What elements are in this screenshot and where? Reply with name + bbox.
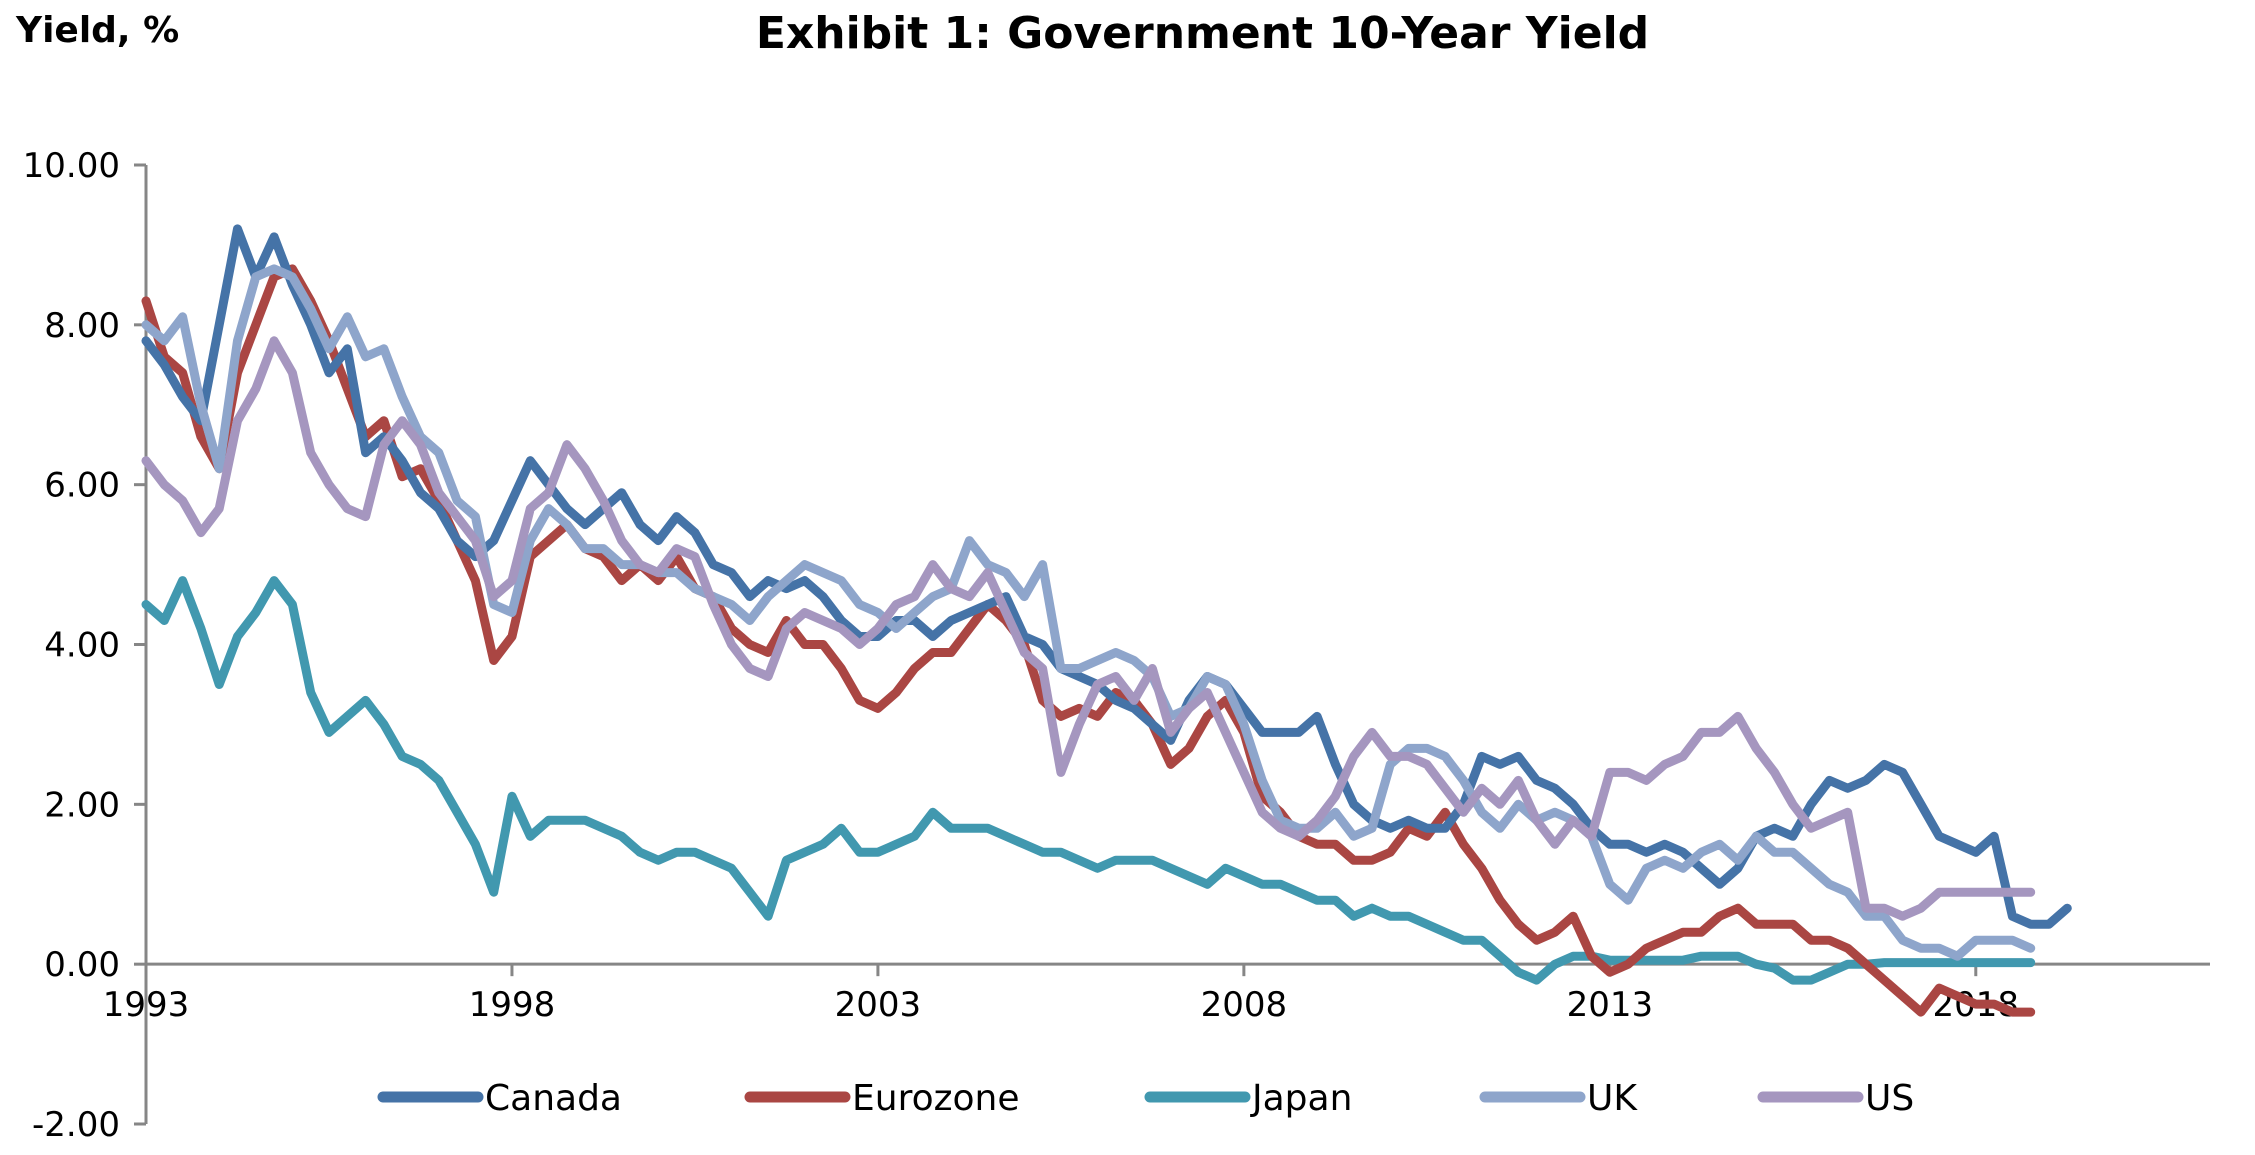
legend-label: US — [1865, 1078, 1914, 1119]
chart-title: Exhibit 1: Government 10-Year Yield — [755, 8, 1650, 59]
series-line-canada — [141, 224, 2072, 929]
legend-label: Canada — [485, 1078, 622, 1119]
series-lines — [141, 224, 2072, 1017]
axes: -2.00 0.00 2.00 4.00 6.00 8.00 10.00 1993 1998 20… — [23, 146, 2210, 1145]
legend-item-uk: UK — [1479, 1078, 1638, 1119]
legend-item-canada: Canada — [377, 1078, 622, 1119]
x-tick-label: 1993 — [103, 985, 190, 1025]
legend-label: UK — [1587, 1078, 1638, 1119]
y-tick-label: 0.00 — [44, 945, 120, 985]
y-axis-title: Yield, % — [16, 10, 180, 51]
series-line-eurozone — [141, 264, 2036, 1017]
x-tick-label: 1998 — [469, 985, 556, 1025]
x-tick-label: 2013 — [1567, 985, 1654, 1025]
y-tick-label: 4.00 — [44, 626, 120, 666]
y-tick-label: 8.00 — [44, 306, 120, 346]
series-line-uk — [141, 264, 2036, 961]
y-tick-label: -2.00 — [32, 1105, 120, 1145]
legend-item-eurozone: Eurozone — [744, 1078, 1019, 1119]
legend-label: Eurozone — [852, 1078, 1019, 1119]
series-line-japan — [141, 576, 2036, 985]
y-tick-label: 2.00 — [44, 785, 120, 825]
legend: Canada Eurozone Japan UK US — [377, 1078, 1914, 1119]
legend-item-us: US — [1757, 1078, 1914, 1119]
y-tick-label: 6.00 — [44, 466, 120, 506]
legend-label: Japan — [1250, 1078, 1352, 1119]
x-tick-label: 2008 — [1201, 985, 1288, 1025]
series-line-us — [141, 336, 2036, 921]
legend-item-japan: Japan — [1144, 1078, 1352, 1119]
y-tick-label: 10.00 — [23, 146, 120, 186]
x-tick-label: 2003 — [835, 985, 922, 1025]
